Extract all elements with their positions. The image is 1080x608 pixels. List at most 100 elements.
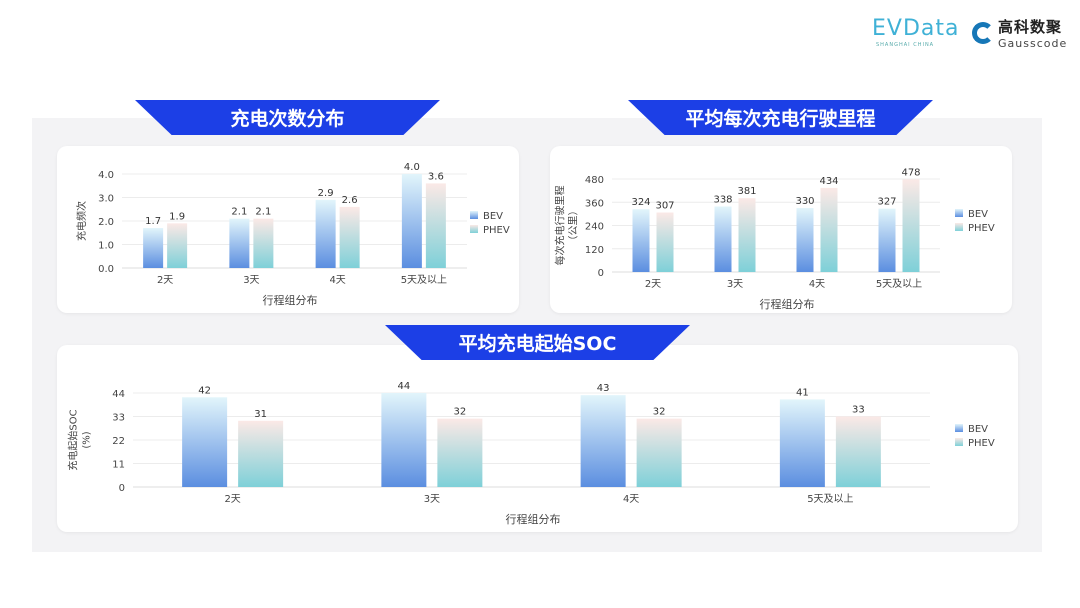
bev-bar [315, 199, 336, 268]
data-label: 3.6 [428, 171, 444, 182]
legend-swatch [955, 438, 963, 446]
gausscode-logo: 高科数聚 Gausscode [972, 16, 1067, 50]
data-label: 327 [877, 197, 896, 208]
data-label: 338 [713, 195, 732, 206]
x-tick-label: 3天 [243, 275, 259, 286]
y-tick-label: 240 [585, 222, 604, 233]
evdata-logo: EVData SHANGHAI CHINA [872, 16, 960, 48]
bev-bar [381, 393, 427, 487]
legend-label: PHEV [968, 223, 995, 234]
bev-bar [182, 397, 228, 487]
x-tick-label: 4天 [809, 279, 825, 290]
bev-bar [779, 399, 825, 487]
x-tick-label: 2天 [645, 279, 661, 290]
chart2-svg: 0 120 240 360 480 每次充电行驶里程 （公里） 2天 324 307 3天 338 38… [554, 167, 995, 311]
data-label: 1.9 [169, 211, 185, 222]
y-tick-label: 360 [585, 198, 604, 209]
legend-swatch [470, 225, 478, 233]
legend-swatch [470, 211, 478, 219]
data-label: 42 [198, 385, 211, 396]
x-tick-label: 2天 [157, 275, 173, 286]
x-axis-label: 行程组分布 [263, 293, 318, 307]
bev-bar [229, 218, 250, 268]
y-tick-label: 3.0 [98, 194, 114, 205]
bev-bar [796, 208, 814, 272]
y-axis-label: 充电起始SOC [67, 409, 80, 470]
gausscode-en: Gausscode [998, 37, 1068, 50]
x-tick-label: 3天 [424, 494, 440, 505]
data-label: 32 [653, 407, 666, 418]
phev-bar [902, 179, 920, 272]
chart1-card: 0.0 1.0 2.0 3.0 4.0 充电频次 2天 1.7 1.9 3天 2.1 2.1 4天 2.9… [57, 146, 519, 313]
x-tick-label: 3天 [727, 279, 743, 290]
chart2-card: 0 120 240 360 480 每次充电行驶里程 （公里） 2天 324 307 3天 338 38… [550, 146, 1012, 313]
data-label: 41 [796, 387, 809, 398]
data-label: 2.6 [342, 195, 358, 206]
x-tick-label: 5天及以上 [876, 278, 922, 290]
legend-label: PHEV [968, 438, 995, 449]
data-label: 33 [852, 405, 865, 416]
data-label: 381 [737, 186, 756, 197]
phev-bar [738, 198, 756, 272]
phev-bar [253, 218, 274, 268]
data-label: 307 [655, 201, 674, 212]
y-tick-label: 120 [585, 245, 604, 256]
x-tick-label: 5天及以上 [807, 493, 853, 505]
x-axis-label: 行程组分布 [506, 512, 561, 526]
bev-bar [714, 206, 732, 272]
y-tick-label: 33 [112, 413, 125, 424]
y-axis-label: （公里） [568, 206, 580, 246]
y-tick-label: 2.0 [98, 217, 114, 228]
data-label: 478 [901, 167, 920, 178]
chart1-svg: 0.0 1.0 2.0 3.0 4.0 充电频次 2天 1.7 1.9 3天 2.1 2.1 4天 2.9… [75, 162, 510, 307]
data-label: 4.0 [404, 162, 420, 173]
y-tick-label: 11 [112, 460, 125, 471]
legend-swatch [955, 209, 963, 217]
bev-bar [143, 228, 164, 268]
phev-bar [167, 223, 188, 268]
data-label: 44 [398, 381, 411, 392]
evdata-logo-text: EVData [872, 16, 960, 41]
chart1-title: 充电次数分布 [135, 100, 440, 135]
data-label: 43 [597, 383, 610, 394]
chart3-title: 平均充电起始SOC [385, 325, 690, 360]
data-label: 434 [819, 176, 838, 187]
gausscode-cn: 高科数聚 [998, 18, 1063, 36]
legend-label: BEV [968, 209, 988, 220]
data-label: 31 [254, 409, 267, 420]
bev-bar [632, 209, 650, 272]
y-tick-label: 44 [112, 389, 125, 400]
y-axis-label: (%) [82, 431, 93, 448]
y-tick-label: 480 [585, 175, 604, 186]
legend-swatch [955, 424, 963, 432]
phev-bar [820, 187, 838, 272]
y-tick-label: 4.0 [98, 170, 114, 181]
bev-bar [580, 395, 626, 487]
phev-bar [437, 418, 483, 487]
data-label: 2.1 [255, 207, 271, 218]
evdata-logo-sub: SHANGHAI CHINA [876, 42, 935, 48]
legend-label: BEV [483, 211, 503, 222]
y-tick-label: 0 [598, 268, 604, 279]
legend-label: PHEV [483, 225, 510, 236]
data-label: 1.7 [145, 216, 161, 227]
phev-bar [636, 418, 682, 487]
data-label: 324 [631, 197, 650, 208]
gausscode-mark-icon [972, 22, 994, 44]
x-tick-label: 4天 [623, 494, 639, 505]
data-label: 2.1 [231, 207, 247, 218]
phev-bar [238, 420, 284, 487]
legend-label: BEV [968, 424, 988, 435]
y-axis-label: 每次充电行驶里程 [554, 186, 567, 266]
y-axis-label: 充电频次 [75, 201, 88, 241]
y-tick-label: 1.0 [98, 241, 114, 252]
phev-bar [835, 416, 881, 487]
data-label: 2.9 [318, 188, 334, 199]
x-axis-label: 行程组分布 [760, 297, 815, 311]
chart2-title: 平均每次充电行驶里程 [628, 100, 933, 135]
y-tick-label: 22 [112, 436, 125, 447]
bev-bar [401, 174, 422, 268]
data-label: 330 [795, 196, 814, 207]
chart3-card: 0 11 22 33 44 充电起始SOC (%) 2天 42 31 3天 44 32 4天 43 32 5天及… [57, 345, 1018, 532]
legend-swatch [955, 223, 963, 231]
